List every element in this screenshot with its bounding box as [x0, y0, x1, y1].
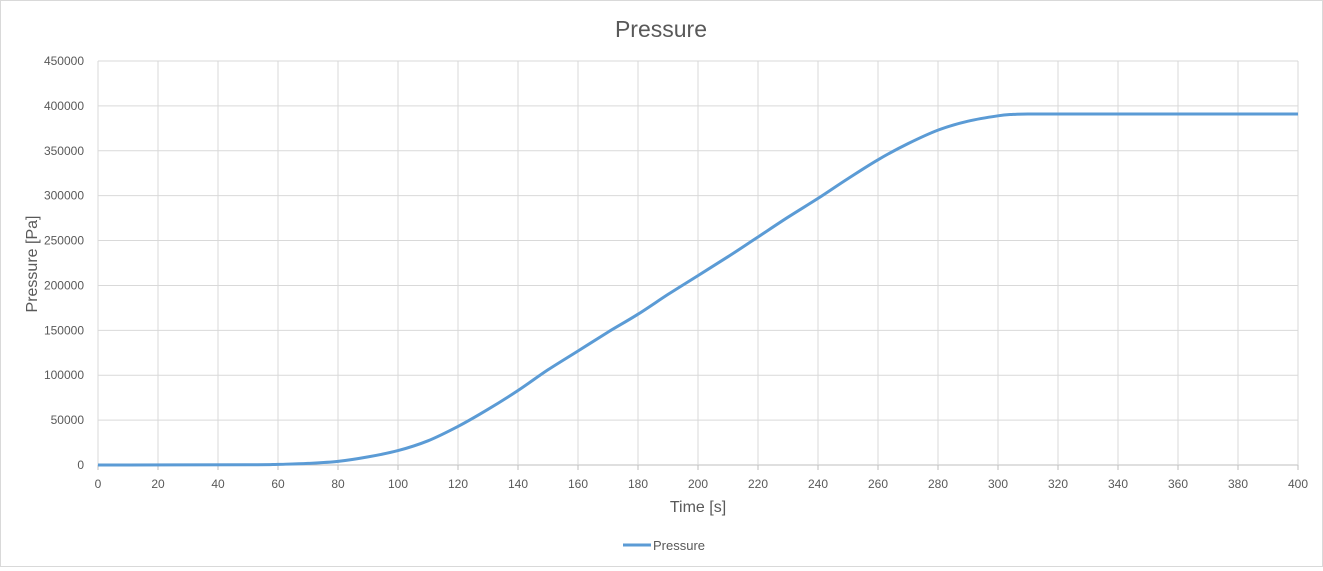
- y-tick-label: 100000: [44, 368, 84, 382]
- x-axis-tick-labels: 0 20 40 60 80 100 120 140 160 180 200 220 240 260 280 3…: [95, 477, 1309, 491]
- x-tick-label: 40: [211, 477, 225, 491]
- x-tick-label: 400: [1288, 477, 1308, 491]
- x-tick-label: 0: [95, 477, 102, 491]
- x-tick-label: 240: [808, 477, 828, 491]
- y-tick-label: 350000: [44, 144, 84, 158]
- grid-lines: [97, 60, 1299, 470]
- x-tick-label: 320: [1048, 477, 1068, 491]
- y-tick-label: 0: [77, 458, 84, 472]
- series-line-pressure: [97, 112, 1298, 467]
- y-tick-label: 250000: [44, 234, 84, 248]
- y-tick-label: 300000: [44, 189, 84, 203]
- x-tick-label: 340: [1108, 477, 1128, 491]
- x-tick-label: 20: [151, 477, 165, 491]
- x-tick-label: 100: [388, 477, 408, 491]
- x-tick-label: 280: [928, 477, 948, 491]
- legend: Pressure: [623, 538, 705, 553]
- x-tick-label: 380: [1228, 477, 1248, 491]
- x-tick-label: 120: [448, 477, 468, 491]
- y-tick-label: 200000: [44, 278, 84, 292]
- x-axis-title: Time [s]: [670, 499, 726, 516]
- x-tick-label: 60: [271, 477, 285, 491]
- x-tick-label: 360: [1168, 477, 1188, 491]
- x-tick-label: 260: [868, 477, 888, 491]
- x-tick-label: 180: [628, 477, 648, 491]
- y-tick-label: 450000: [44, 54, 84, 68]
- x-tick-label: 80: [331, 477, 345, 491]
- y-tick-label: 50000: [51, 413, 85, 427]
- y-axis-title: Pressure [Pa]: [24, 216, 41, 313]
- chart-title: Pressure: [615, 16, 707, 42]
- x-tick-label: 140: [508, 477, 528, 491]
- y-tick-label: 150000: [44, 323, 84, 337]
- y-tick-label: 400000: [44, 99, 84, 113]
- x-tick-label: 300: [988, 477, 1008, 491]
- y-axis-tick-labels: 0 50000 100000 150000 200000 250000 300000 3500…: [44, 54, 84, 472]
- x-tick-label: 220: [748, 477, 768, 491]
- series-layer: [97, 112, 1298, 467]
- x-tick-label: 200: [688, 477, 708, 491]
- legend-label-pressure: Pressure: [653, 538, 705, 553]
- x-tick-label: 160: [568, 477, 588, 491]
